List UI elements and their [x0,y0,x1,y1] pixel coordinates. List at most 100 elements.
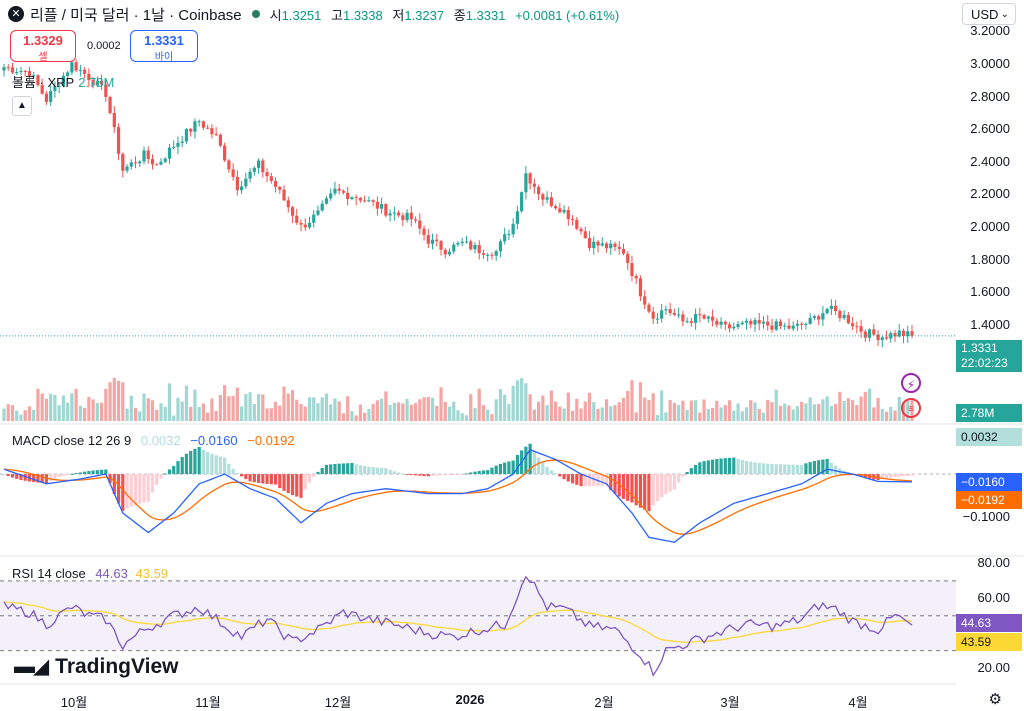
macd-histogram-bar [791,464,795,475]
macd-histogram-bar [261,474,265,484]
candle [647,304,651,312]
currency-select[interactable]: USD ⌄ [962,3,1016,25]
candle [770,325,774,330]
volume-bar [66,402,70,421]
candle [350,197,354,200]
macd-histogram-bar [155,474,159,485]
volume-bar [443,402,447,421]
volume-bar [630,380,634,421]
candle [859,326,863,332]
volume-bar [477,388,481,421]
volume-bar [804,403,808,421]
candle [749,320,753,325]
candle [562,210,566,213]
candle [316,210,320,215]
macd-histogram-bar [575,474,579,485]
candle [23,70,27,72]
volume-bar [783,403,787,421]
macd-histogram-bar [537,457,541,475]
volume-bar [261,394,265,421]
macd-histogram-bar [172,466,176,475]
volume-bar [736,403,740,421]
volume-bar [430,397,435,421]
time-tick-label: 12월 [324,695,352,710]
candle [477,244,481,254]
time-tick-label: 2026 [455,692,485,707]
price-tick-label: 2.6000 [970,121,1010,137]
volume-bar [223,385,227,421]
candle [579,228,583,232]
macd-signal-value: −0.0192 [247,433,295,448]
macd-histogram-bar [689,468,693,475]
macd-histogram-bar [346,463,350,475]
tradingview-logo[interactable]: ▬◢ TradingView [14,654,178,679]
symbol-title[interactable]: 리플 / 미국 달러 · 1날 · Coinbase [30,6,242,24]
macd-histogram-bar [150,474,155,493]
last-price: 1.3331 [961,341,998,355]
volume-bar [609,406,613,421]
collapse-legend-button[interactable]: ▲ [12,96,32,116]
volume-bar [494,399,498,421]
candle [486,254,490,256]
macd-histogram-bar [324,464,329,475]
rsi-tick-label: 60.00 [977,590,1010,606]
candle [583,231,587,239]
price-tick-label: 2.8000 [970,88,1010,104]
bar-countdown: 22:02:23 [961,356,1008,370]
macd-histogram-bar [278,474,282,488]
macd-histogram-bar [99,469,104,475]
volume-bar [681,400,685,421]
candle [761,321,766,324]
volume-bar [549,390,553,421]
volume-bar [643,397,647,421]
macd-histogram-bar [329,464,333,475]
candle [125,166,129,171]
volume-bar [307,397,312,421]
candle [248,171,252,179]
rsi-value: 44.63 [95,566,128,581]
volume-bar [884,411,889,421]
candle [116,127,121,154]
settings-gear-icon[interactable]: ⚙ [988,691,1002,708]
volume-bar [231,395,235,421]
market-status-icon [251,10,260,18]
candle [53,86,57,92]
candle [422,228,426,236]
volume-bar [723,405,727,421]
volume-bar [112,378,116,421]
lightning-icon[interactable]: ⚡ [901,373,921,393]
volume-bar [770,402,774,421]
candle [99,80,104,85]
volume-bar [439,387,443,421]
macd-histogram-bar [282,474,286,491]
macd-histogram-bar [558,474,562,477]
candle [829,305,833,309]
sell-button[interactable]: 1.3329 셀 [10,30,76,63]
macd-histogram-bar [316,471,320,475]
candle [430,239,435,244]
candle [901,330,906,337]
macd-histogram-bar [821,459,825,475]
macd-histogram-bar [749,461,753,475]
volume-bar [668,400,672,421]
volume-bar [74,388,78,421]
volume-bar [375,400,379,421]
volume-bar [872,407,876,421]
volume-bar [422,397,426,421]
volume-bar [214,410,218,421]
macd-histogram-bar [498,463,503,475]
currency-label: USD [971,7,999,22]
buy-button[interactable]: 1.3331 바이 [130,30,198,63]
chevron-down-icon: ⌄ [1000,9,1009,20]
price-tick-label: 3.2000 [970,23,1010,39]
volume-bar [706,409,710,421]
candle [507,234,511,236]
macd-histogram-bar [706,460,710,475]
candle [566,210,570,220]
macd-histogram-bar [74,473,78,475]
volume-bar [163,406,167,421]
us-flag-icon[interactable]: ≡ [901,398,921,418]
volume-bar [49,393,53,421]
macd-histogram-bar [320,468,324,475]
